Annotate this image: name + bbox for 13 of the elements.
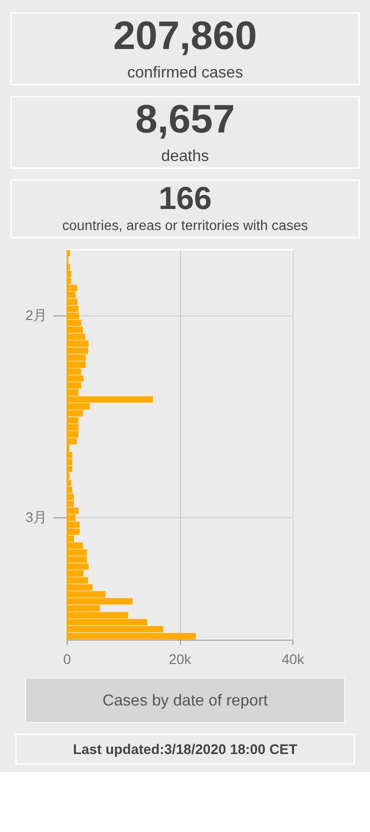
x-tick-label: 0 bbox=[63, 650, 72, 667]
x-tick-label: 40k bbox=[282, 650, 304, 667]
text: confirmed cases bbox=[127, 64, 244, 82]
text: deaths bbox=[161, 148, 210, 166]
text: 166 bbox=[158, 180, 212, 216]
text: 8,657 bbox=[135, 97, 235, 142]
text: Last updated:3/18/2020 18:00 CET bbox=[73, 741, 298, 758]
y-tick-label: 3月 bbox=[25, 508, 48, 525]
text: 207,860 bbox=[113, 14, 257, 58]
text: countries, areas or territories with cases bbox=[62, 216, 308, 233]
y-tick-label: 2月 bbox=[25, 306, 48, 323]
x-tick-label: 20k bbox=[168, 650, 192, 667]
text: Cases by date of report bbox=[102, 692, 268, 710]
